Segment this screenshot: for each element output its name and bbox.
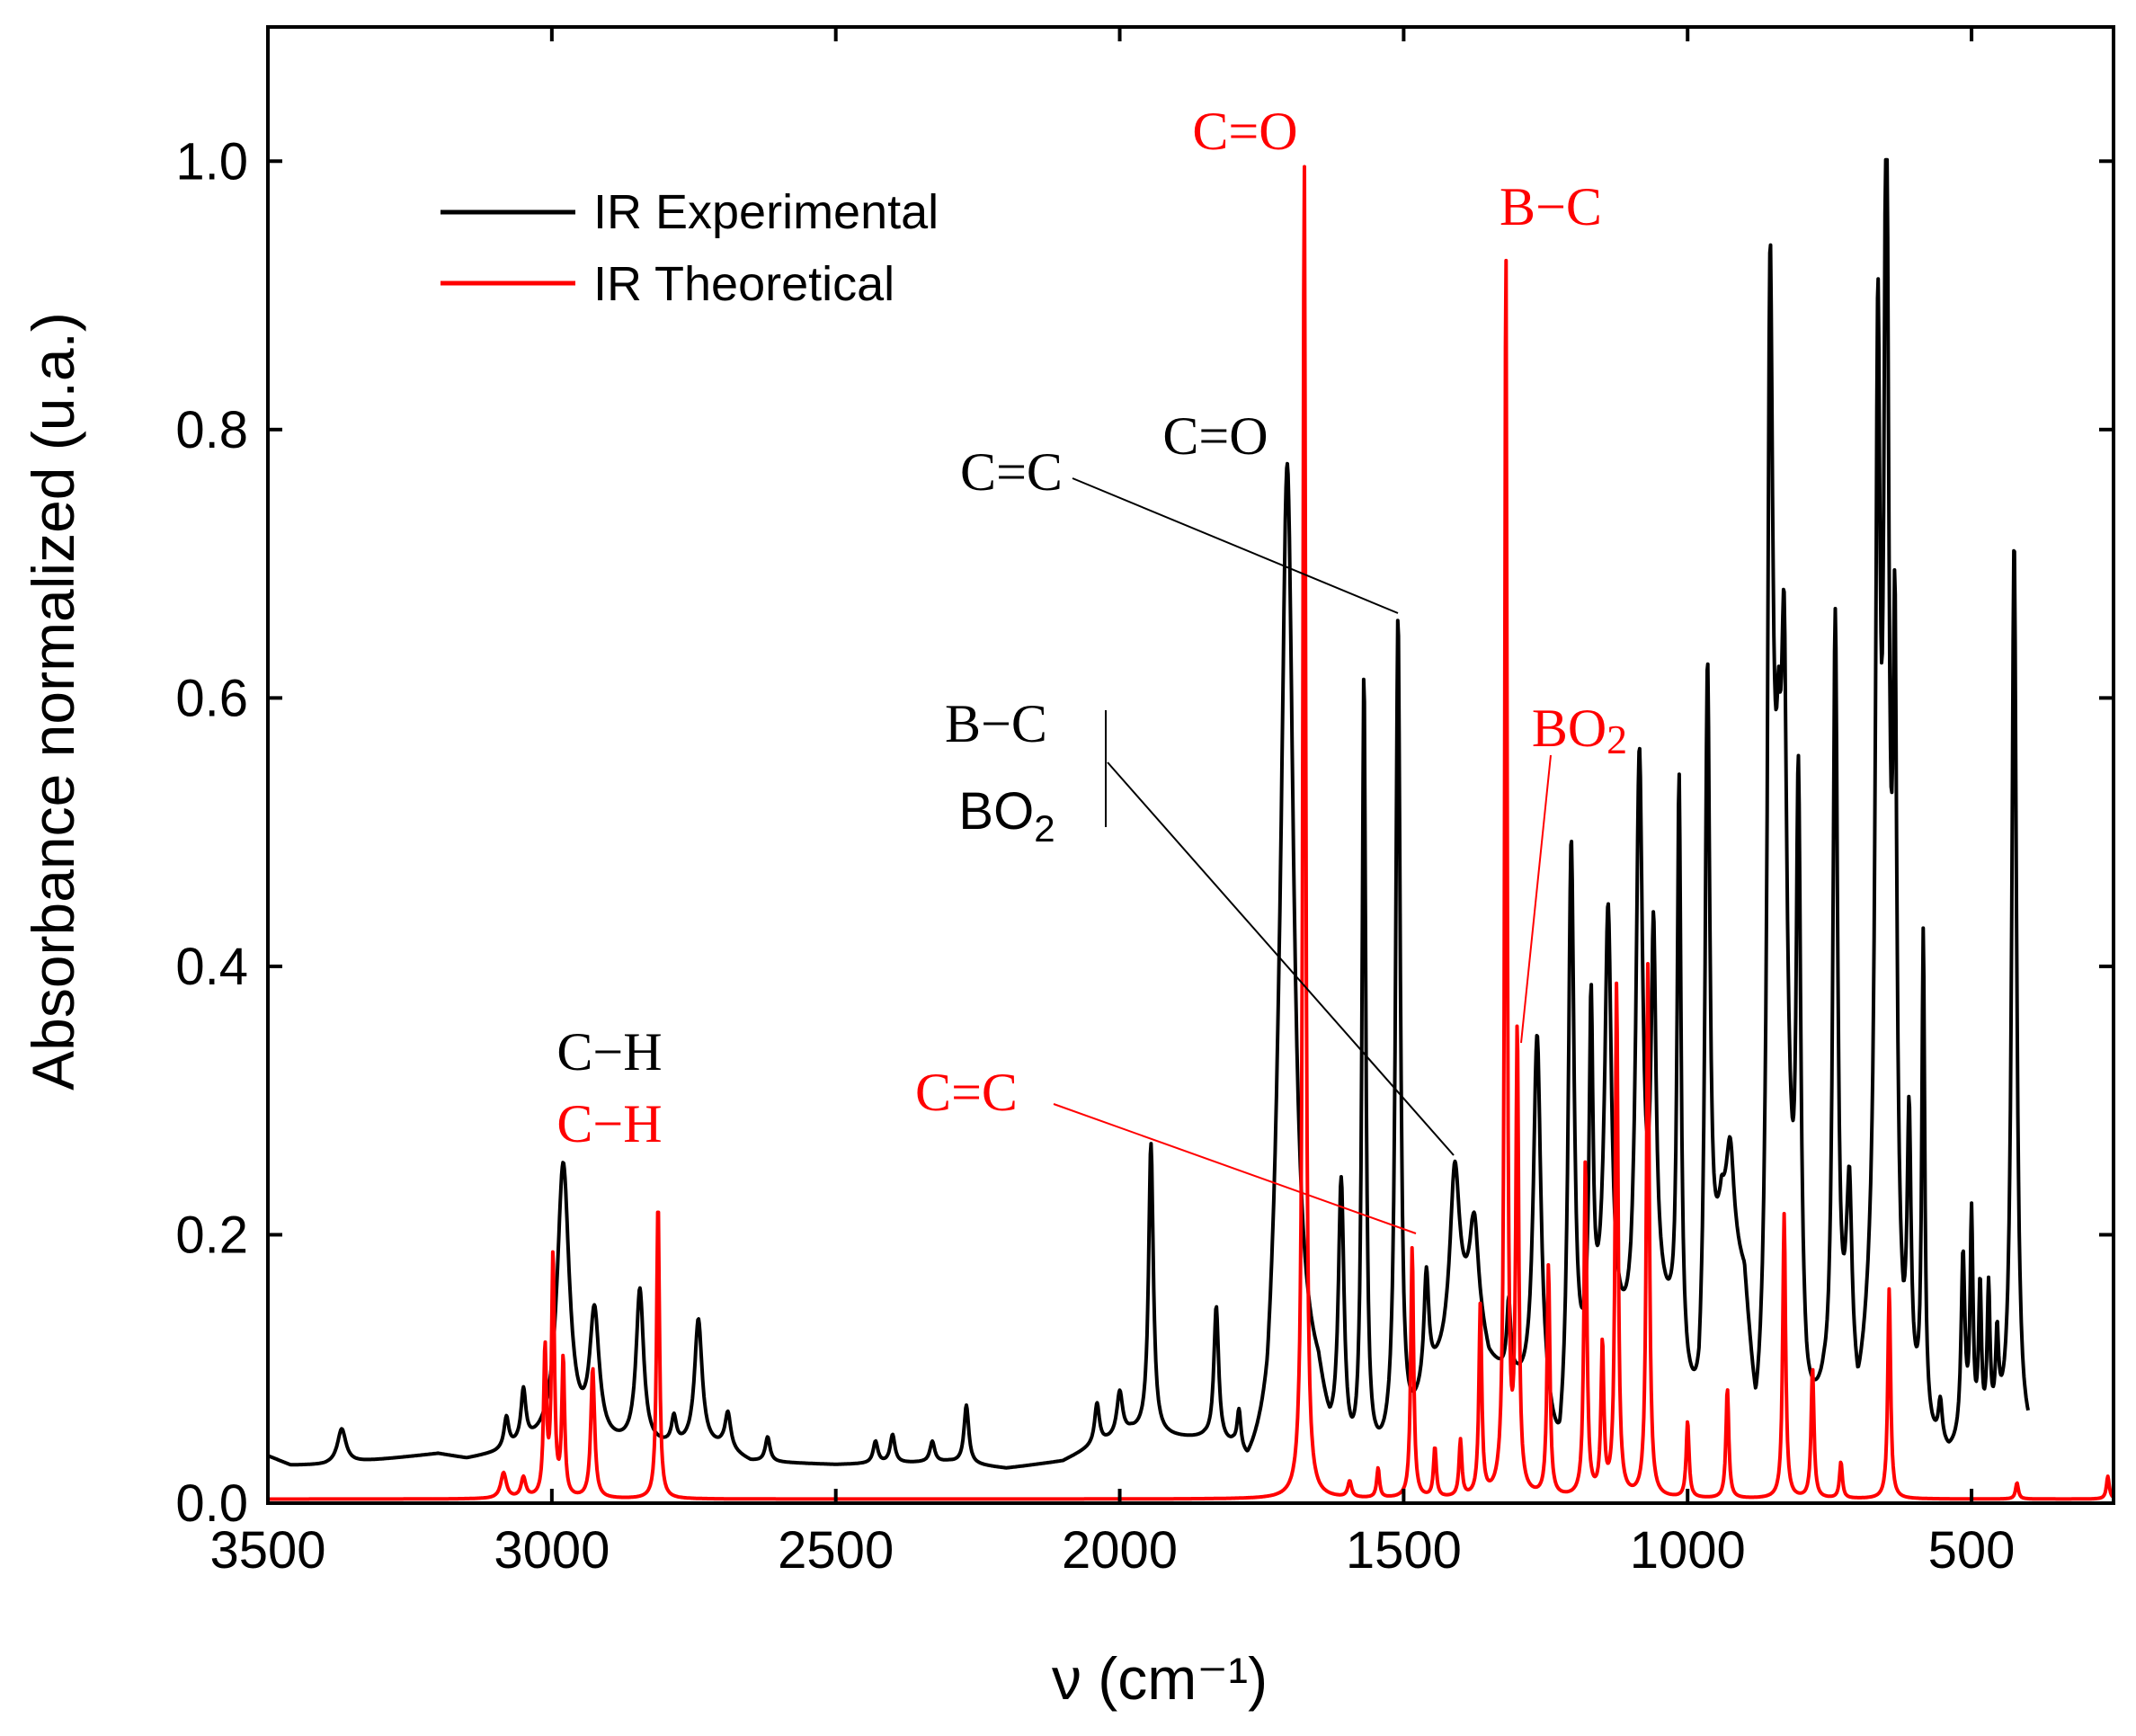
- annotation-red-co: C=O: [1192, 102, 1297, 161]
- y-tick-label: 1.0: [175, 132, 248, 191]
- y-tick-label: 0.4: [175, 938, 248, 996]
- y-axis-title: Absorbance normalized (u.a.): [20, 312, 86, 1091]
- y-axis-ticks: 0.0 0.2 0.4 0.6 0.8 1.0: [175, 132, 2114, 1533]
- annotation-black-bc: B−C: [945, 694, 1047, 753]
- x-tick-label: 2500: [778, 1521, 894, 1580]
- legend-label-experimental: IR Experimental: [593, 185, 939, 239]
- x-tick-label: 500: [1928, 1521, 2016, 1580]
- y-tick-label: 0.0: [175, 1474, 248, 1533]
- annotation-red-bo2: BO2: [1532, 699, 1627, 762]
- legend: IR Experimental IR Theoretical: [441, 185, 939, 311]
- annotation-black-co: C=O: [1162, 406, 1268, 466]
- annotation-black-bcbo2-leader: [1107, 761, 1455, 1156]
- annotation-red-bc: B−C: [1500, 177, 1602, 236]
- annotation-black-ch: C−H: [556, 1022, 662, 1082]
- annotation-red-bo2-leader: [1520, 754, 1552, 1044]
- y-tick-label: 0.6: [175, 669, 248, 727]
- annotation-red-cc-leader: [1053, 1103, 1417, 1234]
- annotation-black-bo2: BO2: [958, 782, 1055, 850]
- annotation-black-bo2-main: BO: [958, 782, 1034, 841]
- annotation-red-ch: C−H: [556, 1094, 662, 1153]
- annotation-black-cc: C=C: [960, 442, 1063, 502]
- x-axis-title: ν (cm⁻¹): [1052, 1645, 1268, 1712]
- legend-label-theoretical: IR Theoretical: [593, 257, 894, 311]
- annotation-red-bo2-main: BO: [1532, 699, 1606, 758]
- annotation-red-bo2-sub: 2: [1606, 717, 1627, 762]
- annotation-black-bo2-sub: 2: [1034, 807, 1055, 850]
- x-tick-label: 1500: [1346, 1521, 1462, 1580]
- x-tick-label: 3000: [494, 1521, 610, 1580]
- series-line-ir-experimental: [268, 157, 2030, 1470]
- x-tick-label: 3500: [209, 1521, 325, 1580]
- x-axis-ticks: 3500 3000 2500 2000 1500 1000 500: [209, 27, 2015, 1580]
- y-tick-label: 0.8: [175, 401, 248, 459]
- plot-frame: [266, 25, 2115, 1505]
- series-line-ir-theoretical: [268, 165, 2114, 1501]
- x-tick-label: 1000: [1630, 1521, 1746, 1580]
- annotation-red-cc: C=C: [915, 1063, 1018, 1122]
- annotations: C−H C−H C=O C=O B−C C=C B−C BO2 BO2 C=C: [556, 102, 1627, 1234]
- annotation-black-cc-leader: [1072, 477, 1399, 614]
- y-tick-label: 0.2: [175, 1206, 248, 1264]
- x-tick-label: 2000: [1062, 1521, 1178, 1580]
